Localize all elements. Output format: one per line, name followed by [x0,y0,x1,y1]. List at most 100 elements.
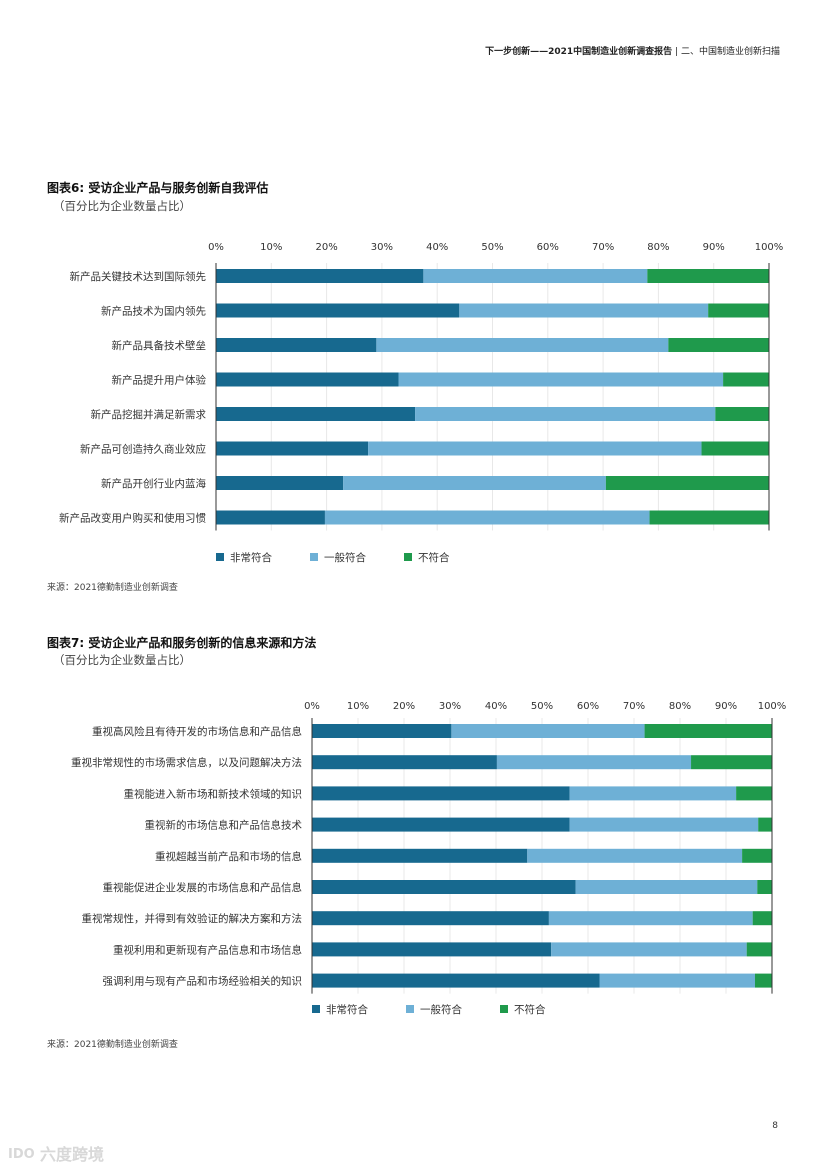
bar-segment [312,973,600,988]
bar-segment [216,372,399,387]
x-tick-label: 100% [755,242,784,253]
category-label: 重视超越当前产品和市场的信息 [155,850,302,863]
bar-segment [312,942,552,957]
bar-segment [527,848,743,863]
category-label: 新产品可创造持久商业效应 [80,443,206,456]
bar-segment [376,338,669,352]
category-label: 重视高风险且有待开发的市场信息和产品信息 [92,725,302,738]
bar-segment [723,372,769,387]
bar-segment [742,848,772,863]
bar-segment [343,476,606,490]
bar-segment [312,755,497,770]
bar-segment [216,441,369,456]
bar-segment [216,338,377,352]
page-number: 8 [772,1121,778,1131]
category-label: 重视能进入新市场和新技术领域的知识 [124,787,303,800]
category-label: 新产品具备技术壁垒 [112,339,207,352]
bar-segment [398,372,724,387]
bar-segment [423,269,648,283]
bar-segment [312,848,528,863]
bar-segment [415,407,716,421]
bar-segment [746,942,772,957]
bar-segment [715,407,769,421]
category-label: 新产品改变用户购买和使用习惯 [59,512,206,525]
bar-segment [216,407,416,421]
figure7-subtitle: （百分比为企业数量占比） [53,653,191,667]
bar-segment [605,476,769,490]
bar-segment [644,724,772,738]
x-tick-label: 10% [347,701,369,712]
bar-segment [368,441,702,456]
category-label: 重视非常规性的市场需求信息，以及问题解决方法 [71,756,302,769]
bar-segment [216,510,325,525]
category-label: 重视常规性，并得到有效验证的解决方案和方法 [82,912,303,925]
figure7-chart: 0% 10% 20% 30% 40% 50% 60% 70% 80% 90% 100% 重视高风险且有… [71,701,786,1016]
legend-label: 不符合 [514,1003,546,1016]
bar-segment [752,911,772,926]
legend-label: 非常符合 [326,1003,368,1016]
legend-swatch [404,553,412,561]
bar-segment [758,817,772,832]
bar-segment [701,441,769,456]
category-label: 新产品关键技术达到国际领先 [70,270,207,283]
x-tick-label: 30% [439,701,461,712]
x-tick-label: 0% [208,242,224,253]
category-label: 新产品技术为国内领先 [101,305,206,318]
legend-swatch [406,1005,414,1013]
x-tick-label: 70% [623,701,645,712]
legend-label: 非常符合 [230,551,272,564]
x-tick-label: 0% [304,701,320,712]
x-tick-label: 60% [577,701,599,712]
x-tick-label: 60% [537,242,559,253]
bar-segment [757,880,772,894]
x-tick-label: 80% [647,242,669,253]
x-tick-label: 40% [426,242,448,253]
legend-label: 一般符合 [420,1003,462,1016]
header-separator: | [675,47,679,57]
bar-segment [216,269,424,283]
legend-swatch [310,553,318,561]
bar-segment [754,973,772,988]
watermark-logo-mark: IDO [8,1147,35,1162]
category-label: 重视新的市场信息和产品信息技术 [145,819,303,832]
bar-segment [736,786,772,801]
bar-segment [451,724,645,738]
bar-segment [312,911,549,926]
figure6-title: 图表6: 受访企业产品与服务创新自我评估 [47,181,269,195]
bar-segment [569,786,737,801]
bar-segment [569,817,759,832]
figure7-title: 图表7: 受访企业产品和服务创新的信息来源和方法 [47,636,317,650]
category-label: 重视能促进企业发展的市场信息和产品信息 [103,881,303,894]
bar-segment [312,724,452,738]
bar-segment [551,942,747,957]
x-tick-label: 40% [485,701,507,712]
bar-segment [312,786,570,801]
category-label: 新产品挖掘并满足新需求 [91,408,207,421]
category-label: 新产品提升用户体验 [112,374,207,387]
legend-swatch [312,1005,320,1013]
bar-segment [324,510,650,525]
x-tick-label: 20% [393,701,415,712]
figure7-source: 来源：2021德勤制造业创新调查 [47,1040,178,1050]
watermark-logo: IDO 六度跨境 [8,1145,104,1164]
bar-segment [575,880,758,894]
legend-swatch [216,553,224,561]
section-name: 二、中国制造业创新扫描 [680,47,780,57]
watermark-text: 六度跨境 [40,1145,104,1164]
x-tick-label: 50% [481,242,503,253]
bar-segment [459,303,709,318]
bar-segment [312,817,570,832]
bar-segment [649,510,769,525]
x-tick-label: 50% [531,701,553,712]
page-header: 下一步创新——2021中国制造业创新调查报告 | 二、中国制造业创新扫描 [485,44,780,57]
x-tick-label: 90% [715,701,737,712]
bar-segment [647,269,769,283]
legend-swatch [500,1005,508,1013]
figure6-source: 来源：2021德勤制造业创新调查 [47,583,178,593]
bar-segment [708,303,769,318]
category-label: 新产品开创行业内蓝海 [101,477,206,490]
bar-segment [496,755,692,770]
figure6-chart: 0% 10% 20% 30% 40% 50% 60% 70% 80% 90% 100% 新产品关键技术… [59,242,784,564]
x-tick-label: 90% [703,242,725,253]
bar-segment [599,973,755,988]
